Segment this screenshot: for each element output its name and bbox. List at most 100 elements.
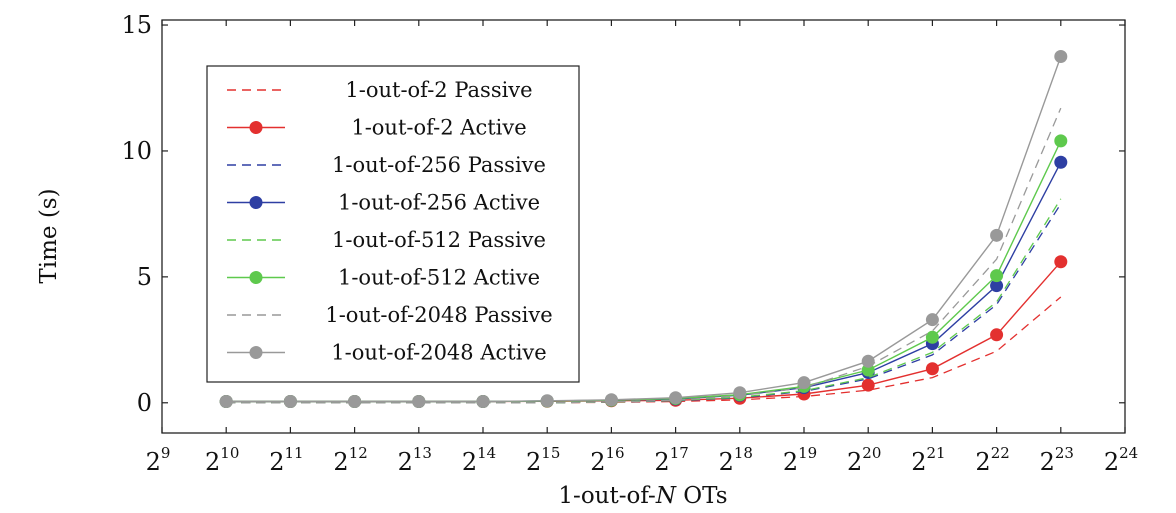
legend-label: 1-out-of-512 Passive bbox=[332, 228, 546, 252]
x-axis-ticks: 29 210 211 212 213 214 215 216 217 218 219 220 221 22… bbox=[146, 20, 1138, 476]
x-tick-label: 223 bbox=[1040, 444, 1074, 476]
x-tick-exponent: 23 bbox=[1055, 444, 1074, 462]
y-tick-label: 15 bbox=[121, 11, 152, 39]
x-tick-base: 2 bbox=[654, 448, 669, 476]
legend-label: 1-out-of-2048 Active bbox=[331, 341, 546, 365]
x-tick-label: 215 bbox=[526, 444, 560, 476]
data-point bbox=[476, 395, 490, 409]
x-tick-exponent: 11 bbox=[284, 444, 303, 462]
x-tick-label: 210 bbox=[205, 444, 239, 476]
x-tick-base: 2 bbox=[719, 448, 734, 476]
x-tick-base: 2 bbox=[847, 448, 862, 476]
y-tick-label: 0 bbox=[137, 389, 152, 417]
x-tick-exponent: 12 bbox=[349, 444, 368, 462]
series-7 bbox=[226, 107, 1062, 404]
data-point bbox=[925, 330, 939, 344]
x-tick-label: 220 bbox=[847, 444, 881, 476]
x-tick-exponent: 16 bbox=[605, 444, 624, 462]
x-tick-base: 2 bbox=[333, 448, 348, 476]
x-tick-base: 2 bbox=[269, 448, 284, 476]
legend-swatch-marker bbox=[249, 346, 263, 359]
x-tick-label: 221 bbox=[911, 444, 945, 476]
x-tick-label: 214 bbox=[462, 444, 496, 476]
legend-swatch-marker bbox=[249, 196, 263, 209]
x-tick-exponent: 21 bbox=[926, 444, 945, 462]
series-line bbox=[226, 107, 1062, 404]
legend-box bbox=[206, 65, 580, 383]
x-tick-exponent: 10 bbox=[220, 444, 239, 462]
x-tick-exponent: 20 bbox=[862, 444, 881, 462]
x-tick-base: 2 bbox=[526, 448, 541, 476]
legend-label: 1-out-of-256 Active bbox=[338, 191, 540, 215]
data-point bbox=[1054, 255, 1068, 269]
data-point bbox=[861, 354, 875, 368]
chart-legend: 1-out-of-2 Passive 1-out-of-2 Active 1-out… bbox=[206, 65, 580, 383]
x-tick-label: 212 bbox=[333, 444, 367, 476]
y-axis-label: Time (s) bbox=[36, 188, 62, 283]
data-point bbox=[283, 395, 297, 409]
x-tick-base: 2 bbox=[590, 448, 605, 476]
x-tick-exponent: 14 bbox=[477, 444, 496, 462]
data-point bbox=[348, 395, 362, 409]
data-point bbox=[733, 386, 747, 400]
x-tick-exponent: 19 bbox=[798, 444, 817, 462]
x-axis-label: 1-out-of-N OTs bbox=[558, 483, 727, 509]
x-tick-base: 2 bbox=[1040, 448, 1055, 476]
x-tick-label: 29 bbox=[146, 444, 171, 476]
x-tick-label: 218 bbox=[719, 444, 753, 476]
plot-frame bbox=[161, 19, 1126, 434]
x-tick-exponent: 15 bbox=[541, 444, 560, 462]
data-point bbox=[540, 394, 554, 408]
x-tick-exponent: 22 bbox=[991, 444, 1010, 462]
x-tick-label: 216 bbox=[590, 444, 624, 476]
y-tick-label: 10 bbox=[121, 137, 152, 165]
x-tick-base: 2 bbox=[146, 448, 161, 476]
data-point bbox=[412, 395, 426, 409]
data-point bbox=[1054, 50, 1068, 64]
series-line bbox=[226, 56, 1062, 403]
x-tick-base: 2 bbox=[1104, 448, 1119, 476]
x-tick-label: 217 bbox=[654, 444, 688, 476]
data-point bbox=[1054, 134, 1068, 148]
legend-label: 1-out-of-512 Active bbox=[338, 266, 540, 290]
data-point bbox=[990, 269, 1004, 283]
x-tick-base: 2 bbox=[462, 448, 477, 476]
legend-label: 1-out-of-2 Active bbox=[351, 116, 526, 140]
x-tick-exponent: 17 bbox=[670, 444, 689, 462]
legend-swatch-marker bbox=[249, 271, 263, 284]
data-point bbox=[925, 313, 939, 327]
x-tick-label: 224 bbox=[1104, 444, 1138, 476]
x-tick-exponent: 24 bbox=[1119, 444, 1138, 462]
legend-label: 1-out-of-2 Passive bbox=[345, 78, 532, 102]
x-tick-label: 211 bbox=[269, 444, 303, 476]
series-8 bbox=[219, 50, 1068, 409]
data-point bbox=[1054, 155, 1068, 169]
data-point bbox=[990, 328, 1004, 342]
data-point bbox=[797, 376, 811, 390]
x-tick-base: 2 bbox=[911, 448, 926, 476]
y-axis-ticks: 0 5 10 15 bbox=[121, 11, 1125, 417]
x-tick-base: 2 bbox=[398, 448, 413, 476]
series-layer bbox=[219, 50, 1068, 409]
legend-label: 1-out-of-256 Passive bbox=[332, 153, 546, 177]
legend-label: 1-out-of-2048 Passive bbox=[325, 303, 552, 327]
data-point bbox=[669, 391, 683, 405]
x-tick-base: 2 bbox=[975, 448, 990, 476]
x-tick-label: 213 bbox=[398, 444, 432, 476]
x-tick-label: 219 bbox=[783, 444, 817, 476]
legend-swatch-marker bbox=[249, 121, 263, 134]
data-point bbox=[219, 395, 233, 409]
x-tick-exponent: 9 bbox=[161, 444, 171, 462]
data-point bbox=[604, 393, 618, 407]
x-tick-base: 2 bbox=[205, 448, 220, 476]
x-tick-exponent: 18 bbox=[734, 444, 753, 462]
data-point bbox=[861, 378, 875, 392]
data-point bbox=[990, 228, 1004, 242]
data-point bbox=[990, 279, 1004, 293]
data-point bbox=[925, 362, 939, 376]
y-tick-label: 5 bbox=[137, 263, 152, 291]
x-tick-exponent: 13 bbox=[413, 444, 432, 462]
x-tick-base: 2 bbox=[783, 448, 798, 476]
x-tick-label: 222 bbox=[975, 444, 1009, 476]
